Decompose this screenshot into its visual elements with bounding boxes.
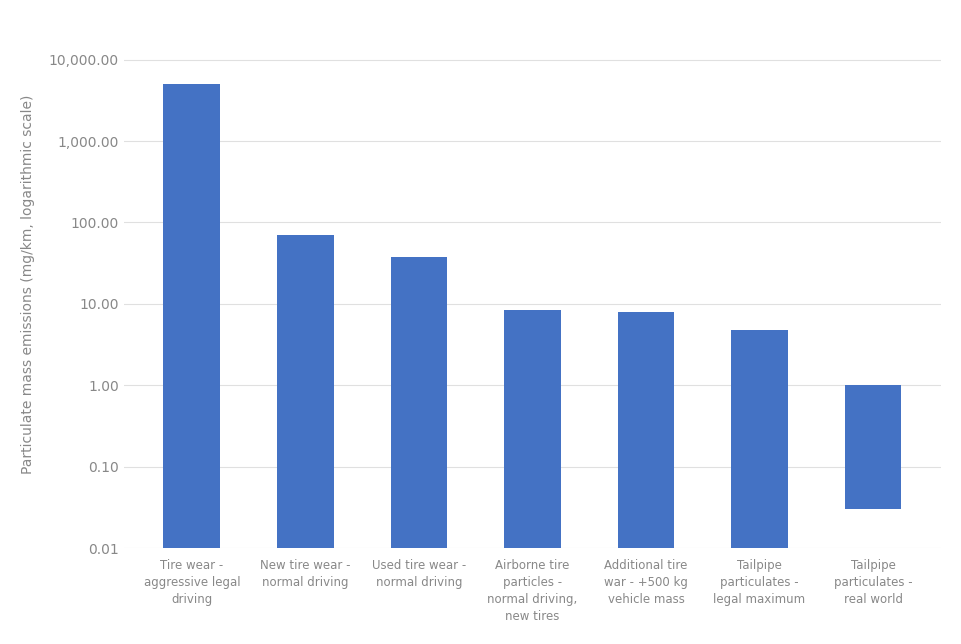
Bar: [617, 312, 674, 548]
Bar: [844, 385, 900, 509]
Bar: [504, 310, 560, 548]
Y-axis label: Particulate mass emissions (mg/km, logarithmic scale): Particulate mass emissions (mg/km, logar…: [21, 95, 35, 474]
Bar: [390, 257, 447, 548]
Bar: [163, 84, 220, 548]
Bar: [730, 330, 787, 548]
Bar: [277, 235, 333, 548]
